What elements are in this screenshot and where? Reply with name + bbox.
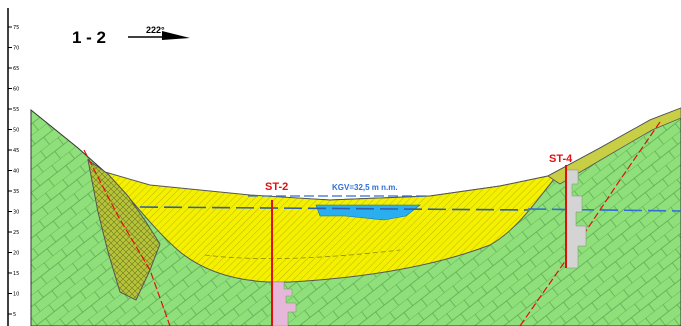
fault-line-left xyxy=(83,149,171,326)
axis-tick-label: 60 xyxy=(13,87,19,93)
axis-tick-label: 10 xyxy=(13,292,19,298)
axis-tick-label: 15 xyxy=(13,271,19,277)
axis-ticks: 5 10 15 20 25 30 35 40 45 50 55 60 65 70 75 xyxy=(8,25,19,318)
axis-tick-label: 45 xyxy=(13,148,19,154)
axis-tick-label: 70 xyxy=(13,46,19,52)
axis-tick-label: 20 xyxy=(13,251,19,257)
borehole-st2: ST-2 xyxy=(265,181,297,326)
axis-tick-label: 55 xyxy=(13,107,19,113)
direction-arrow-icon xyxy=(162,31,190,40)
groundwater-level-line-right xyxy=(527,208,681,212)
borehole-st4-label: ST-4 xyxy=(549,153,573,165)
elevation-axis: 5 10 15 20 25 30 35 40 45 50 55 60 65 70 75 xyxy=(7,8,19,326)
sediment-layer xyxy=(104,170,562,283)
borehole-st2-label: ST-2 xyxy=(265,181,288,193)
direction-arrow xyxy=(128,31,190,40)
axis-tick-label: 30 xyxy=(13,210,19,216)
axis-tick-label: 50 xyxy=(13,128,19,134)
weathered-zone-left xyxy=(87,158,161,301)
groundwater-level-line xyxy=(139,206,529,211)
axis-tick-label: 40 xyxy=(13,169,19,175)
axis-tick-label: 25 xyxy=(13,230,19,236)
borehole-st4: ST-4 xyxy=(549,153,587,269)
axis-tick-label: 75 xyxy=(13,25,19,31)
sediment-internal-line xyxy=(204,249,401,259)
axis-tick-label: 65 xyxy=(13,66,19,72)
axis-tick-label: 5 xyxy=(13,312,16,318)
axis-tick-label: 35 xyxy=(13,189,19,195)
borehole-st4-log xyxy=(565,169,587,269)
azimuth-label: 222° xyxy=(146,25,165,35)
section-title: 1 - 2 xyxy=(72,28,106,47)
water-level-label: KGV=32,5 m n.m. xyxy=(332,183,398,192)
borehole-st2-log xyxy=(271,281,297,326)
